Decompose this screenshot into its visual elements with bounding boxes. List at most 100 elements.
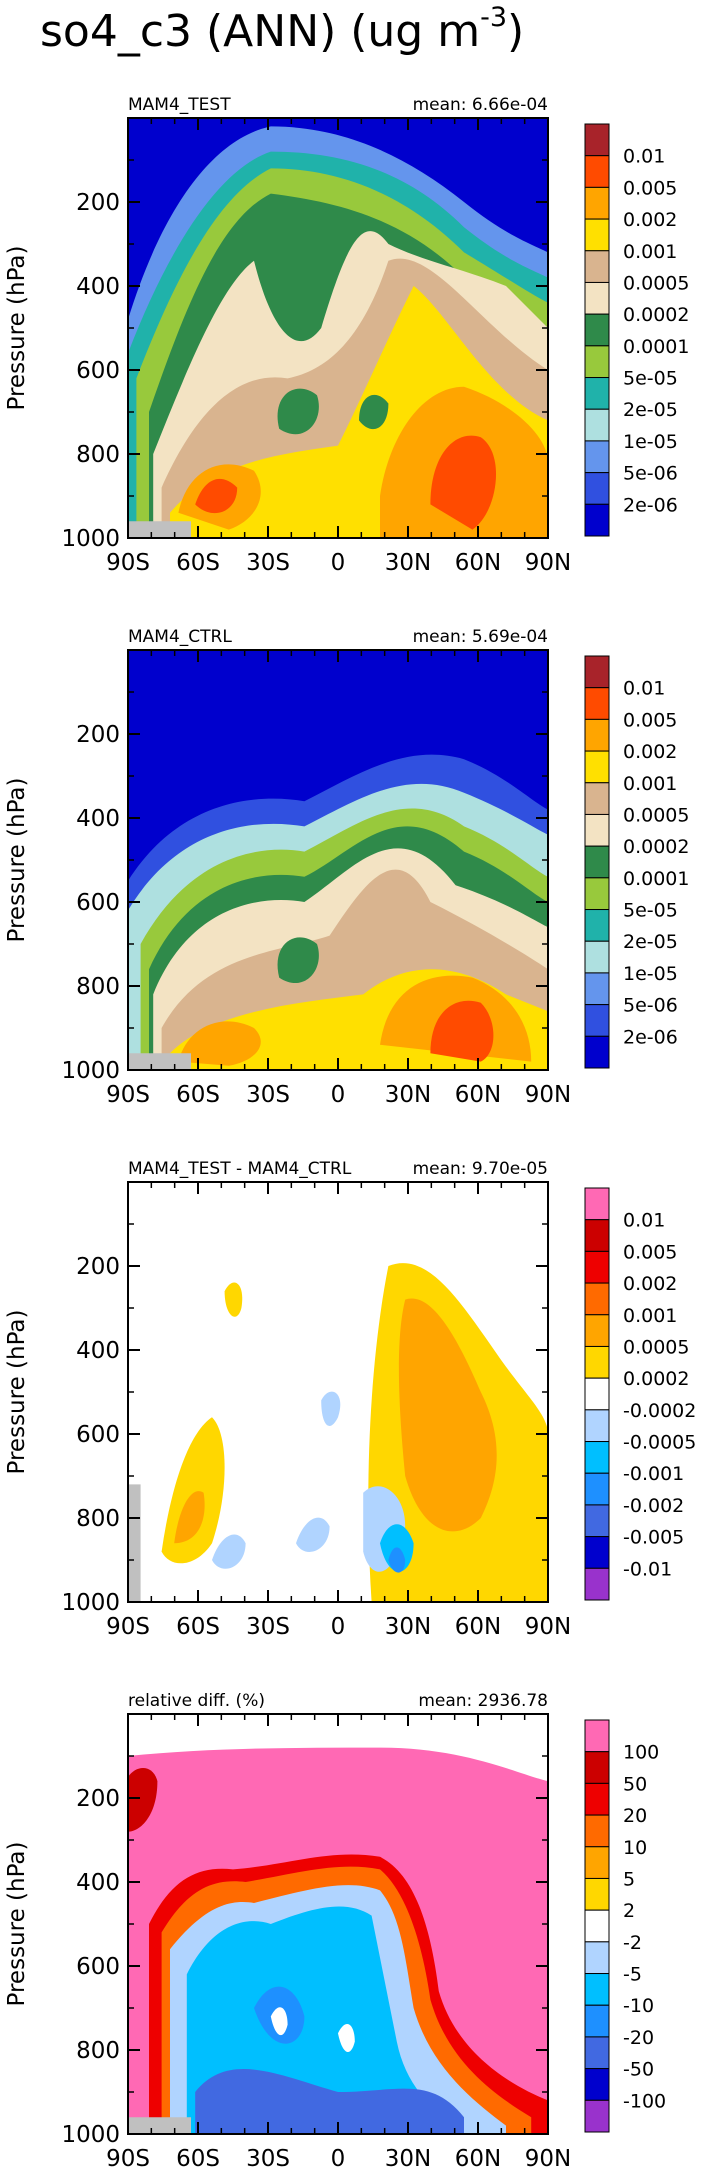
panel-mean: mean: 5.69e-04: [413, 627, 548, 647]
x-tick-label: 60S: [176, 2146, 220, 2172]
colorbar-swatch: [584, 845, 610, 879]
colorbar-label: -10: [623, 1995, 654, 2017]
colorbar-swatch: [584, 1504, 610, 1538]
panel-mean: mean: 6.66e-04: [413, 95, 548, 115]
colorbar-label: -0.01: [623, 1558, 672, 1580]
colorbar-label: -0.001: [623, 1463, 684, 1485]
colorbar-label: 5e-06: [623, 995, 678, 1017]
x-tick-label: 30S: [246, 550, 290, 576]
colorbar-label: 10: [623, 1837, 647, 1859]
plot-area: [128, 1182, 548, 1602]
y-tick-label: 400: [76, 1870, 120, 1896]
colorbar-swatch: [584, 782, 610, 815]
colorbar-label: 0.01: [623, 1210, 665, 1232]
y-tick-label: 800: [76, 442, 120, 468]
colorbar-label: -0.002: [623, 1495, 684, 1517]
colorbar-swatch: [584, 1004, 610, 1037]
colorbar-label: 0.0005: [623, 272, 689, 294]
y-tick-label: 1000: [61, 1590, 120, 1616]
colorbar-swatch: [584, 1472, 610, 1506]
colorbar-swatch: [584, 1973, 610, 2006]
title-superscript: -3: [480, 2, 507, 33]
y-axis-label: Pressure (hPa): [4, 246, 30, 411]
y-tick-label: 800: [76, 974, 120, 1000]
field-region: [128, 1484, 141, 1602]
colorbar-label: 5: [623, 1868, 635, 1890]
colorbar-label: -0.0002: [623, 1400, 696, 1422]
colorbar-swatch: [584, 503, 610, 537]
y-tick-label: 600: [76, 1422, 120, 1448]
field-region: [128, 521, 191, 538]
colorbar-swatch: [584, 1187, 610, 1221]
y-tick-label: 1000: [61, 2122, 120, 2148]
colorbar-swatch: [584, 1377, 610, 1411]
colorbar-swatch: [584, 155, 610, 188]
y-tick-label: 600: [76, 890, 120, 916]
field-region: [277, 388, 319, 435]
field-region: [338, 2024, 355, 2052]
colorbar-label: 0.001: [623, 1305, 677, 1327]
panel-4: relative diff. (%) mean: 2936.78 Pressure …: [4, 1691, 666, 2172]
colorbar-label: 1e-05: [623, 963, 678, 985]
colorbar: 0.01 0.005 0.002 0.001 0.0005 0.0002 -0.0002 -0…: [584, 1187, 696, 1601]
y-tick-label: 400: [76, 274, 120, 300]
colorbar-swatch: [584, 2099, 610, 2133]
panel-title: MAM4_TEST: [128, 95, 231, 115]
colorbar-swatch: [584, 2036, 610, 2070]
colorbar-swatch: [584, 1250, 610, 1284]
colorbar-label: 5e-06: [623, 463, 678, 485]
colorbar-swatch: [584, 408, 610, 442]
field-region: [128, 1768, 158, 1832]
colorbar-label: -20: [623, 2027, 654, 2049]
panel-3: MAM4_TEST - MAM4_CTRL mean: 9.70e-05 Press…: [4, 1159, 696, 1640]
colorbar-label: 2e-05: [623, 931, 678, 953]
panel-1: MAM4_TEST mean: 6.66e-04 Pressure (hPa) 200…: [4, 95, 689, 576]
x-tick-label: 0: [331, 2146, 346, 2172]
colorbar-swatch: [584, 313, 610, 347]
colorbar-swatch: [584, 813, 610, 847]
field-region: [178, 1021, 261, 1066]
colorbar-label: 0.002: [623, 1273, 677, 1295]
field-region: [270, 2007, 288, 2036]
panel-title: MAM4_TEST - MAM4_CTRL: [128, 1159, 352, 1179]
colorbar-label: 0.01: [623, 146, 665, 168]
colorbar-swatch: [584, 1441, 610, 1474]
colorbar-label: 2e-06: [623, 1026, 678, 1048]
x-tick-label: 30S: [246, 2146, 290, 2172]
panel-mean: mean: 2936.78: [418, 1691, 548, 1711]
colorbar-swatch: [584, 218, 610, 252]
panel-title: relative diff. (%): [128, 1691, 265, 1711]
colorbar-swatch: [584, 972, 610, 1006]
x-tick-label: 90S: [106, 1082, 150, 1108]
colorbar-swatch: [584, 1536, 610, 1569]
x-tick-label: 0: [331, 550, 346, 576]
colorbar-label: 1e-05: [623, 431, 678, 453]
colorbar-label: 0.0005: [623, 804, 689, 826]
colorbar-swatch: [584, 1035, 610, 1069]
colorbar-swatch: [584, 1941, 610, 1975]
colorbar-swatch: [584, 1814, 610, 1848]
x-tick-label: 60N: [455, 1614, 501, 1640]
colorbar-label: 0.0002: [623, 1368, 689, 1390]
colorbar-label: 2e-06: [623, 494, 678, 516]
y-axis-label: Pressure (hPa): [4, 1842, 30, 2007]
field-region: [128, 2117, 191, 2134]
plot-area: [128, 1714, 548, 2134]
colorbar-swatch: [584, 1846, 610, 1879]
field-region: [321, 1391, 341, 1426]
colorbar-swatch: [584, 2004, 610, 2038]
colorbar-swatch: [584, 250, 610, 283]
x-tick-label: 90S: [106, 2146, 150, 2172]
y-tick-label: 800: [76, 1506, 120, 1532]
colorbar-label: -0.005: [623, 1527, 684, 1549]
field-region: [195, 478, 238, 514]
colorbar-label: 0.002: [623, 741, 677, 763]
panel-2: MAM4_CTRL mean: 5.69e-04 Pressure (hPa) 200…: [4, 627, 689, 1108]
y-tick-label: 200: [76, 1254, 120, 1280]
colorbar-label: 5e-05: [623, 900, 678, 922]
colorbar-label: 50: [623, 1773, 647, 1795]
field-region: [388, 1547, 406, 1573]
x-tick-label: 90N: [525, 1082, 571, 1108]
colorbar-label: 0.002: [623, 209, 677, 231]
x-tick-label: 90N: [525, 1614, 571, 1640]
